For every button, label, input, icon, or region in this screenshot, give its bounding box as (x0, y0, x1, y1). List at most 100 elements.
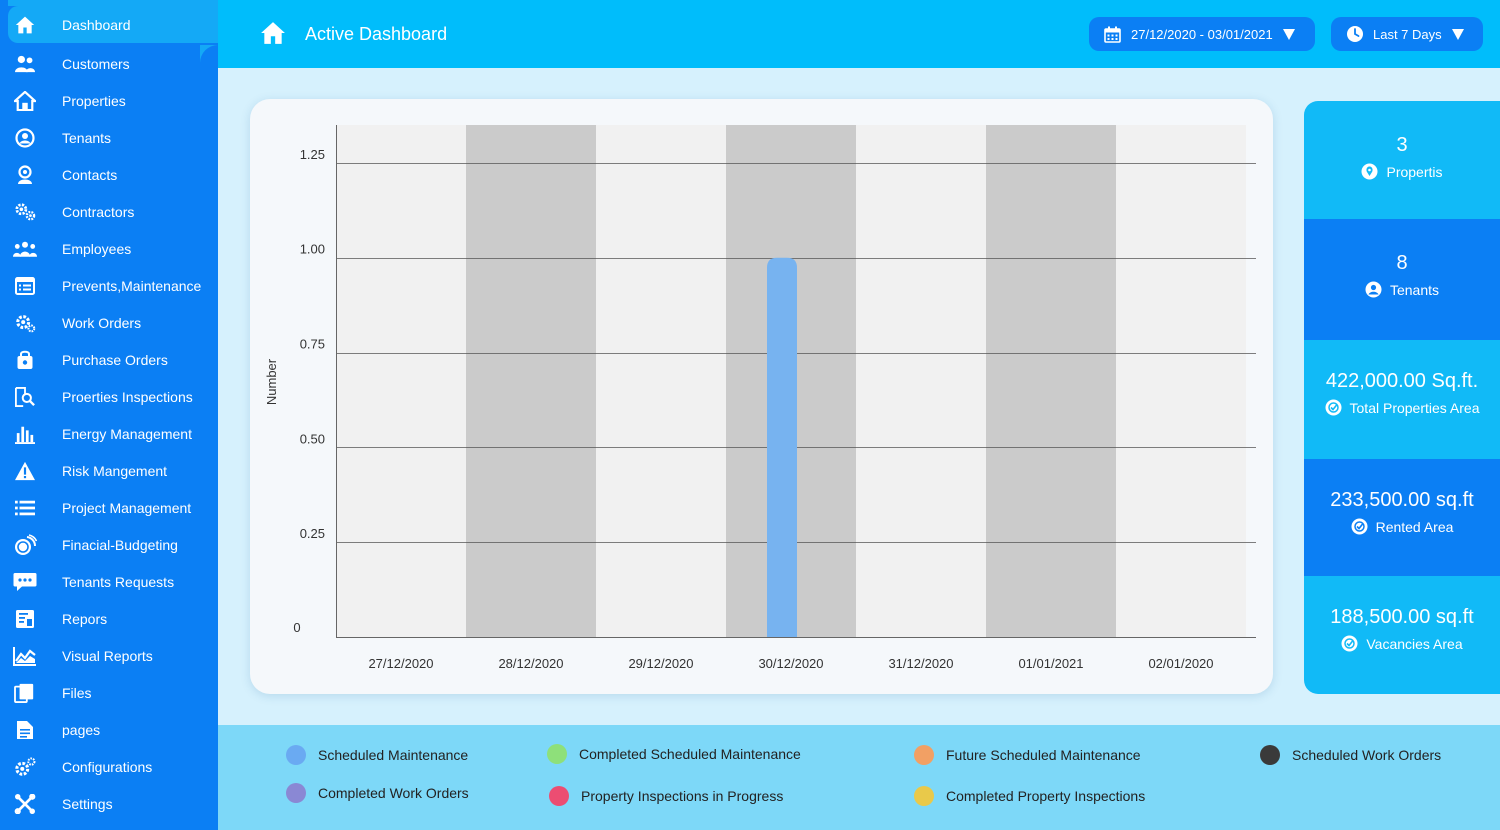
sidebar-item-pages[interactable]: pages (0, 711, 218, 748)
legend-swatch (549, 786, 569, 806)
category-band (1116, 125, 1246, 637)
y-axis-label: Number (264, 358, 279, 405)
y-tick-label: 1.00 (300, 242, 325, 257)
sidebar-item-label: Properties (62, 92, 126, 109)
date-range-value: 27/12/2020 - 03/01/2021 (1131, 26, 1273, 42)
stat-rented-area: 233,500.00 sq.ft Rented Area (1304, 459, 1500, 576)
tools-icon (13, 794, 37, 814)
sidebar-item-proerties-inspections[interactable]: Proerties Inspections (0, 378, 218, 415)
sidebar-item-repors[interactable]: Repors (0, 600, 218, 637)
sidebar-item-configurations[interactable]: Configurations (0, 748, 218, 785)
sidebar-item-label: Tenants Requests (62, 573, 175, 590)
page-title: Active Dashboard (305, 24, 448, 44)
legend-label: Completed Property Inspections (946, 788, 1146, 804)
sidebar-item-contractors[interactable]: Contractors (0, 193, 218, 230)
legend-item[interactable]: Future Scheduled Maintenance (914, 745, 1141, 765)
category-band (466, 125, 596, 637)
sidebar-item-work-orders[interactable]: Work Orders (0, 304, 218, 341)
sidebar-item-employees[interactable]: Employees (0, 230, 218, 267)
sidebar-item-label: Repors (62, 610, 108, 627)
date-range-dropdown[interactable]: 27/12/2020 - 03/01/2021 (1089, 17, 1315, 51)
legend-label: Completed Scheduled Maintenance (579, 746, 801, 762)
location-pin-icon (1361, 163, 1378, 180)
stat-value: 188,500.00 sq.ft (1330, 606, 1474, 628)
house-icon (13, 91, 37, 111)
sidebar-item-dashboard[interactable]: Dashboard (8, 6, 218, 43)
legend-label: Scheduled Work Orders (1292, 747, 1442, 763)
period-value: Last 7 Days (1373, 26, 1442, 42)
sidebar-item-label: Prevents,Maintenance (62, 277, 202, 294)
legend-item[interactable]: Completed Scheduled Maintenance (547, 744, 801, 764)
sidebar-item-project-management[interactable]: Project Management (0, 489, 218, 526)
stat-label-row: Total Properties Area (1304, 399, 1500, 416)
sidebar-item-label: Finacial-Budgeting (62, 536, 178, 553)
x-tick-label: 02/01/2020 (1148, 656, 1213, 671)
clock-icon (1346, 25, 1364, 43)
sidebar-item-properties[interactable]: Properties (0, 82, 218, 119)
stat-label: Vacancies Area (1366, 635, 1463, 652)
y-tick-label: 0.25 (300, 526, 325, 541)
legend-swatch (1260, 745, 1280, 765)
legend-label: Future Scheduled Maintenance (946, 747, 1141, 763)
bag-icon (13, 350, 37, 370)
gears-icon (13, 202, 37, 222)
stat-label-row: Tenants (1304, 281, 1500, 298)
legend-label: Scheduled Maintenance (318, 747, 469, 763)
sidebar-item-customers[interactable]: Customers (0, 45, 218, 82)
legend-item[interactable]: Completed Work Orders (286, 783, 469, 803)
y-tick-label: 0.50 (300, 431, 325, 446)
stat-label-row: Vacancies Area (1304, 635, 1500, 652)
legend-swatch (914, 745, 934, 765)
sidebar-item-contacts[interactable]: Contacts (0, 156, 218, 193)
sidebar-item-label: Proerties Inspections (62, 388, 193, 405)
sidebar-item-label: Settings (62, 795, 113, 812)
page-icon (13, 720, 37, 740)
category-band (596, 125, 726, 637)
stat-properties: 3 Propertis (1304, 101, 1500, 219)
cog-icon (13, 313, 37, 333)
report-icon (13, 609, 37, 629)
stat-label: Total Properties Area (1349, 399, 1480, 416)
x-tick-label: 27/12/2020 (368, 656, 433, 671)
bar-chart: 0 0.25 0.50 0.75 1.00 1.25 27/12/2020 28/12/202… (264, 125, 1256, 671)
sidebar-item-energy-management[interactable]: Energy Management (0, 415, 218, 452)
top-header: Active Dashboard 27/12/2020 - 03/01/2021… (218, 0, 1500, 68)
home-icon[interactable] (260, 20, 286, 51)
sidebar-item-label: Visual Reports (62, 647, 153, 664)
sidebar-item-finacial-budgeting[interactable]: Finacial-Budgeting (0, 526, 218, 563)
sidebar-item-purchase-orders[interactable]: Purchase Orders (0, 341, 218, 378)
sidebar-item-label: Tenants (62, 129, 112, 146)
legend-item[interactable]: Scheduled Work Orders (1260, 745, 1441, 765)
legend-item[interactable]: Completed Property Inspections (914, 786, 1145, 806)
sidebar-item-files[interactable]: Files (0, 674, 218, 711)
sidebar-item-risk-mangement[interactable]: Risk Mangement (0, 452, 218, 489)
stat-total-area: 422,000.00 Sq.ft. Total Properties Area (1304, 340, 1500, 459)
user-circle-icon (13, 128, 37, 148)
stat-value: 422,000.00 Sq.ft. (1325, 370, 1479, 392)
stat-label: Rented Area (1375, 518, 1454, 535)
sidebar-item-label: Energy Management (62, 425, 192, 442)
y-tick-label: 0.75 (300, 337, 325, 352)
sidebar-item-prevents-maintenance[interactable]: Prevents,Maintenance (0, 267, 218, 304)
stat-label-row: Rented Area (1304, 518, 1500, 535)
list-box-icon (13, 276, 37, 296)
legend-item[interactable]: Property Inspections in Progress (549, 786, 783, 806)
sidebar-item-visual-reports[interactable]: Visual Reports (0, 637, 218, 674)
stat-tenants: 8 Tenants (1304, 219, 1500, 340)
sidebar-item-label: Configurations (62, 758, 153, 775)
sidebar-item-label: Purchase Orders (62, 351, 168, 368)
sidebar-item-settings[interactable]: Settings (0, 785, 218, 822)
chevron-down-icon (1451, 28, 1464, 40)
y-tick-label: 0 (293, 620, 300, 635)
sidebar-item-tenants[interactable]: Tenants (0, 119, 218, 156)
period-dropdown[interactable]: Last 7 Days (1331, 17, 1483, 51)
sidebar-item-label: Risk Mangement (62, 462, 168, 479)
sidebar-item-label: Customers (62, 55, 130, 72)
legend-item[interactable]: Scheduled Maintenance (286, 745, 468, 765)
sidebar-item-label: Contractors (62, 203, 135, 220)
stat-value: 3 (1396, 134, 1408, 156)
sidebar-item-tenants-requests[interactable]: Tenants Requests (0, 563, 218, 600)
chat-icon (13, 572, 37, 592)
coins-icon (13, 534, 37, 555)
legend-label: Property Inspections in Progress (581, 788, 784, 804)
